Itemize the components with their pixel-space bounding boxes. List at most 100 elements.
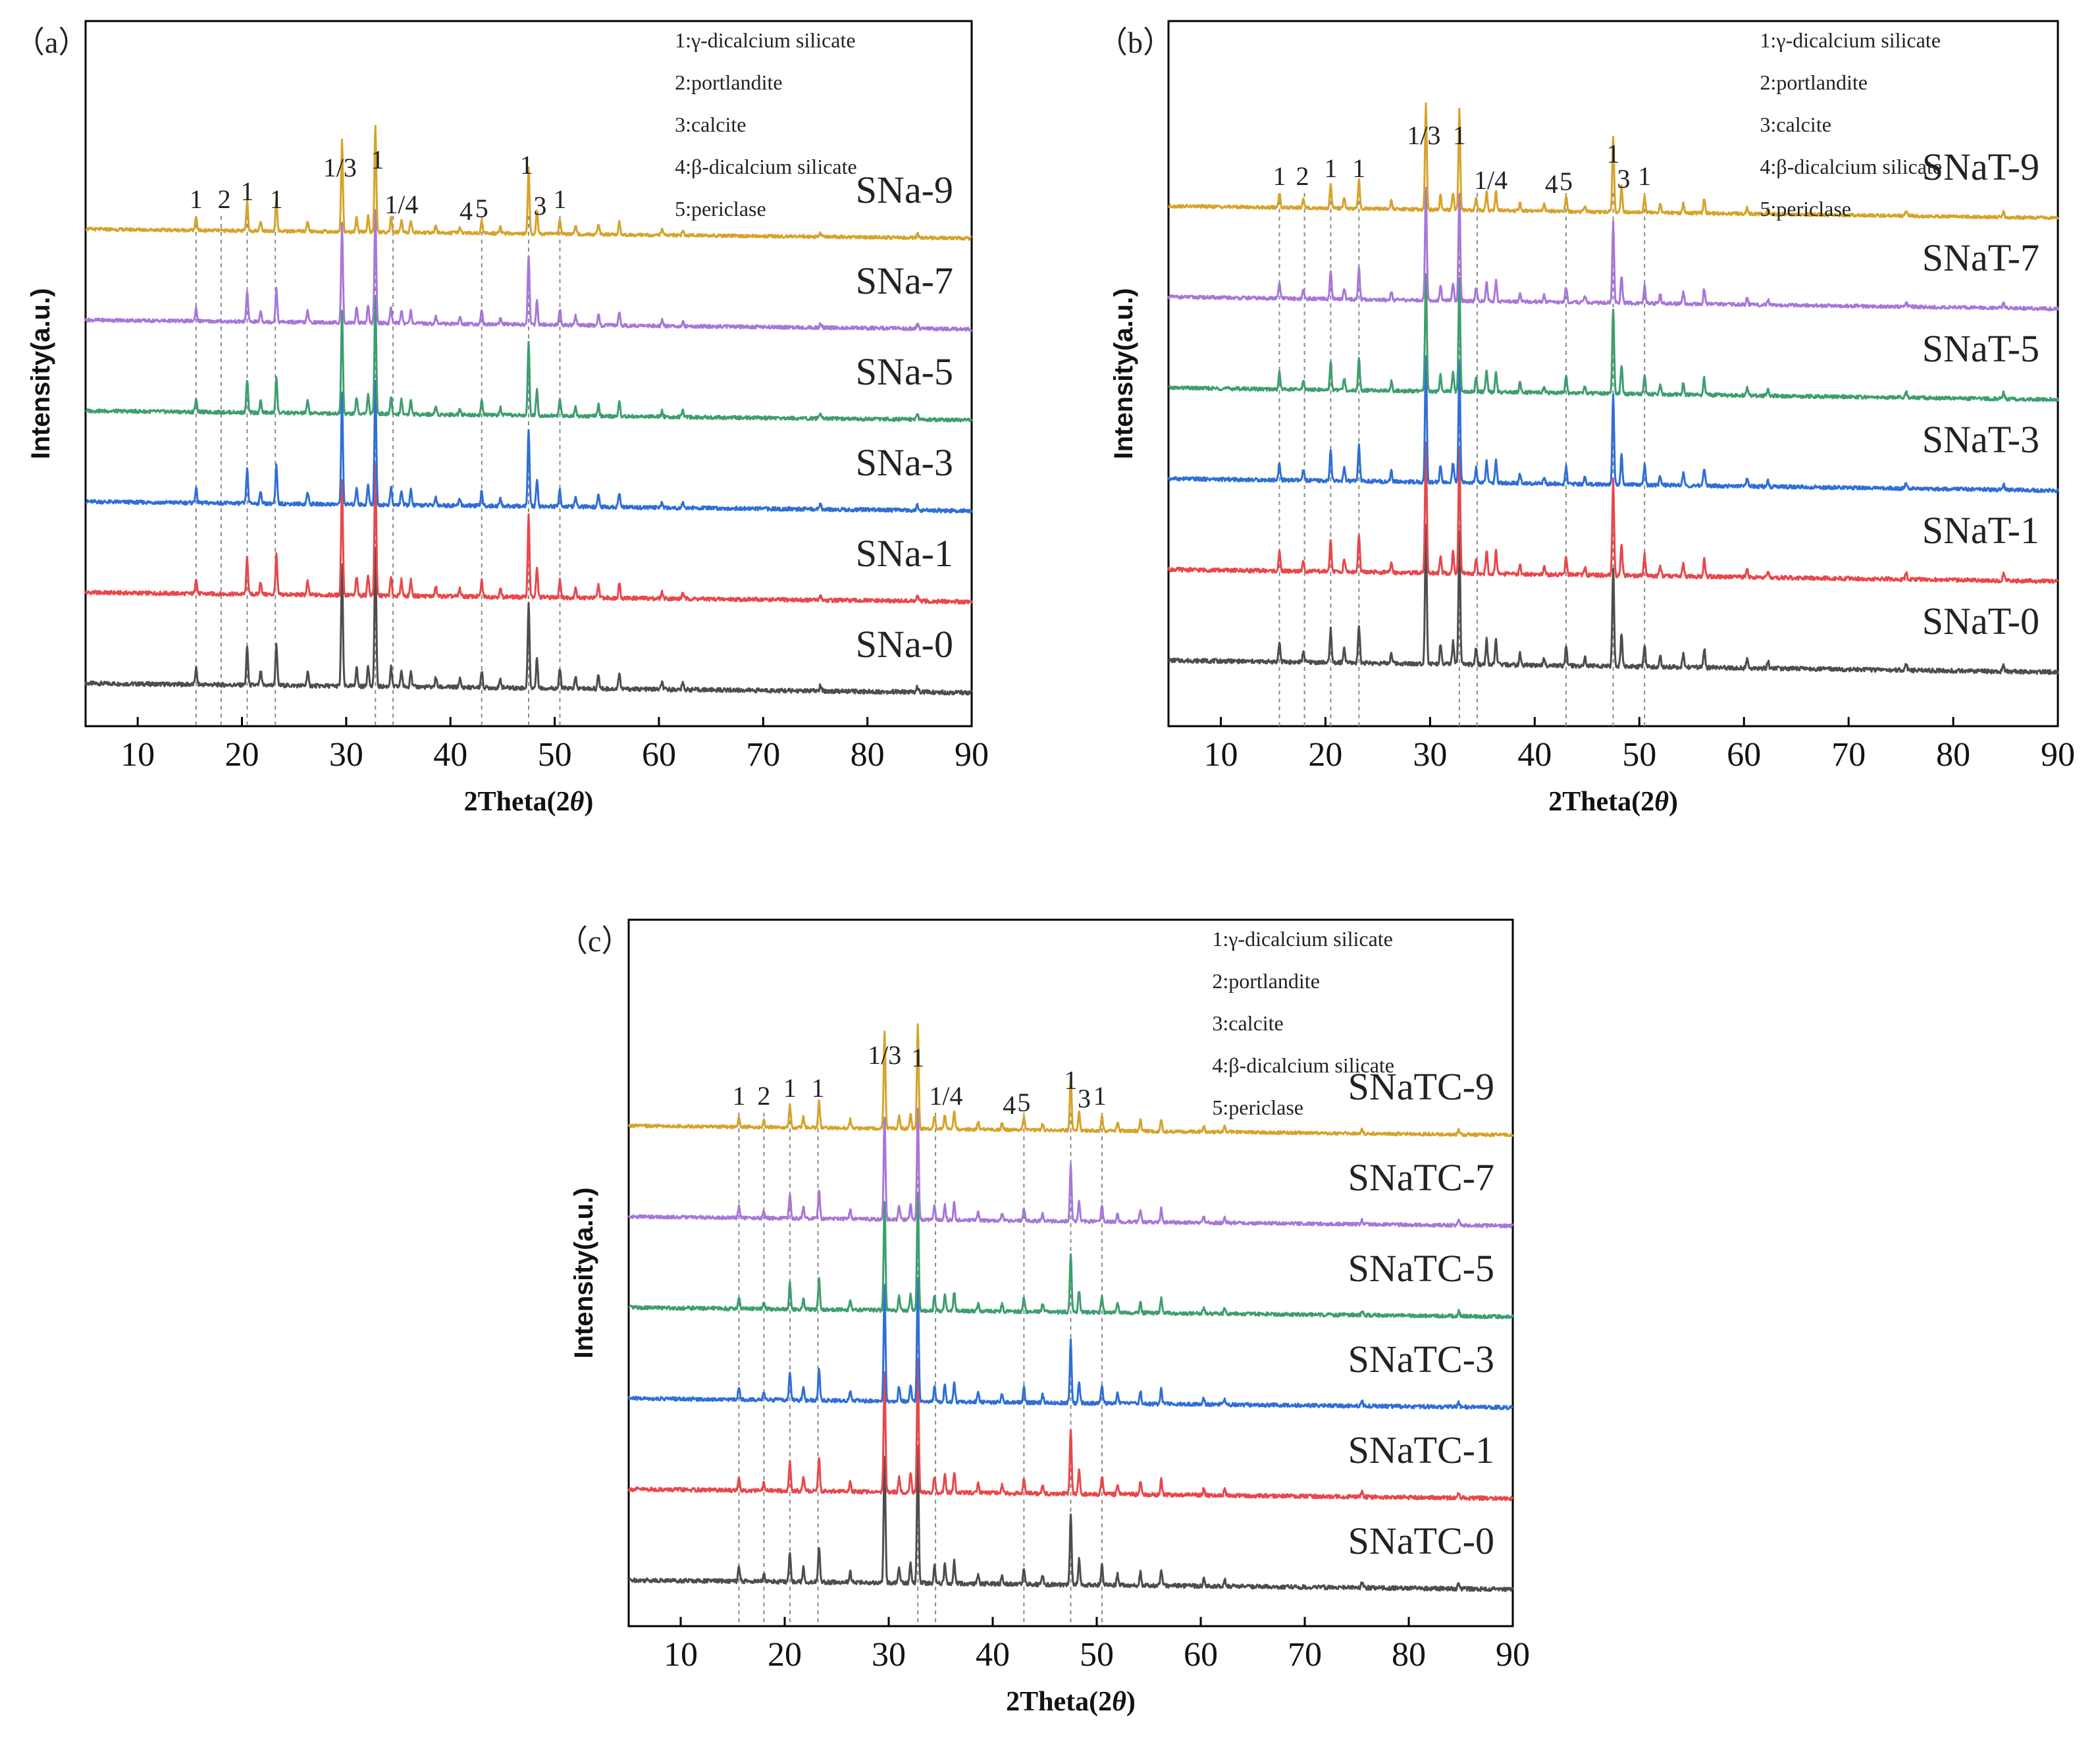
series-line-sna-7	[84, 209, 973, 332]
x-tick-label: 80	[851, 736, 885, 774]
legend-item: 1:γ-dicalcium silicate	[1760, 28, 1940, 52]
x-axis-title-suffix: )	[584, 787, 593, 817]
peak-label: 4	[459, 196, 473, 226]
x-tick-label: 60	[642, 736, 676, 774]
peak-label: 1	[812, 1073, 825, 1103]
x-tick-label: 70	[1288, 1636, 1322, 1674]
peak-label: 1/4	[1474, 165, 1508, 195]
legend-item: 2:portlandite	[1212, 969, 1320, 993]
series-line-sna-1	[84, 463, 973, 605]
x-axis-title-prefix: 2Theta(2	[1548, 787, 1654, 817]
x-axis-title-prefix: 2Theta(2	[464, 787, 570, 817]
x-tick-label: 80	[1936, 736, 1970, 774]
peak-label: 1	[1638, 161, 1651, 191]
panel-label: （b）	[1097, 26, 1173, 59]
series-line-sna-3	[85, 379, 973, 514]
peak-label: 5	[1560, 167, 1573, 196]
x-tick-label: 50	[1622, 736, 1656, 774]
series-label: SNa-0	[856, 623, 953, 666]
series-label: SNa-9	[856, 169, 953, 211]
peak-label: 1	[1607, 139, 1620, 169]
x-tick-label: 40	[433, 736, 467, 774]
legend-item: 4:β-dicalcium silicate	[1212, 1053, 1394, 1077]
series-line-snat-7	[1167, 186, 2059, 311]
x-axis-title: 2Theta(2θ)	[464, 787, 594, 817]
legend-item: 5:periclase	[675, 197, 766, 221]
x-axis-title-prefix: 2Theta(2	[1006, 1687, 1112, 1717]
series-label: SNa-7	[856, 259, 953, 302]
x-tick-label: 70	[1831, 736, 1866, 774]
x-tick-label: 20	[225, 736, 259, 774]
legend-item: 3:calcite	[675, 113, 746, 136]
peak-label: 1/3	[323, 153, 357, 182]
legend-item: 5:periclase	[1212, 1096, 1303, 1119]
series-label: SNaTC-9	[1348, 1065, 1494, 1108]
x-tick-label: 50	[538, 736, 572, 774]
panel-label: （c）	[558, 924, 631, 958]
peak-label: 1/3	[868, 1040, 901, 1070]
peak-label: 1	[1093, 1081, 1107, 1111]
peak-label: 1	[520, 150, 533, 180]
x-tick-label: 10	[120, 736, 155, 774]
series-label: SNa-5	[856, 350, 953, 393]
x-tick-label: 30	[329, 736, 363, 774]
series-label: SNaT-3	[1922, 418, 2039, 461]
x-tick-label: 20	[768, 1636, 802, 1674]
series-line-sna-0	[84, 546, 973, 696]
peak-label: 1	[1324, 153, 1337, 183]
x-tick-label: 10	[1203, 736, 1238, 774]
series-label: SNaT-9	[1922, 145, 2039, 188]
peak-label: 1	[911, 1043, 924, 1072]
peak-label: 3	[533, 191, 546, 221]
peak-label: 2	[1296, 161, 1309, 191]
x-tick-label: 60	[1727, 736, 1761, 774]
x-tick-label: 60	[1184, 1636, 1218, 1674]
peak-label: 1	[371, 145, 384, 174]
series-label: SNaTC-3	[1348, 1338, 1494, 1381]
series-label: SNaTC-1	[1348, 1429, 1494, 1471]
series-line-snatc-1	[627, 1360, 1514, 1502]
x-tick-label: 30	[1413, 736, 1447, 774]
panel-c: SNaTC-0 SNaTC-1 SNaTC-3 SNaTC-5 SNaTC-7 SNaTC…	[558, 918, 1530, 1717]
series-line-snatc-0	[628, 1445, 1514, 1593]
legend-item: 4:β-dicalcium silicate	[675, 155, 857, 178]
peak-label: 1	[732, 1081, 745, 1111]
peak-label: 5	[475, 194, 488, 223]
series-line-sna-5	[84, 295, 973, 423]
x-axis-title-suffix: )	[1669, 787, 1678, 817]
peak-label: 1	[1273, 161, 1286, 191]
peak-label: 5	[1017, 1088, 1030, 1117]
peak-label: 4	[1003, 1090, 1016, 1120]
peak-label: 1/4	[384, 190, 418, 219]
y-axis-title: Intensity(a.u.)	[1109, 288, 1138, 459]
series-line-snat-5	[1168, 273, 2059, 402]
peak-label: 1/4	[929, 1081, 962, 1111]
series-label: SNaTC-0	[1348, 1519, 1494, 1562]
x-tick-label: 10	[664, 1636, 698, 1674]
x-tick-label: 80	[1392, 1636, 1426, 1674]
x-axis-title-theta: θ	[1112, 1687, 1126, 1717]
peak-label: 1	[190, 184, 203, 214]
legend-item: 3:calcite	[1212, 1011, 1283, 1035]
legend-item: 2:portlandite	[675, 70, 783, 94]
series-line-snat-1	[1167, 441, 2059, 584]
x-axis-title: 2Theta(2θ)	[1548, 787, 1678, 817]
y-axis-title: Intensity(a.u.)	[26, 288, 55, 459]
x-axis-title-theta: θ	[1654, 787, 1669, 817]
legend-item: 1:γ-dicalcium silicate	[1212, 927, 1392, 951]
peak-label: 1/3	[1407, 120, 1440, 150]
x-tick-label: 90	[1496, 1636, 1530, 1674]
plot-frame	[84, 20, 973, 727]
x-tick-label: 40	[1517, 736, 1552, 774]
series-line-snat-9	[1167, 102, 2059, 221]
legend-item: 2:portlandite	[1760, 70, 1868, 94]
series-label: SNaT-1	[1922, 509, 2039, 552]
x-axis-title-theta: θ	[570, 787, 585, 817]
series-label: SNaT-0	[1922, 600, 2039, 643]
series-line-snatc-7	[627, 1107, 1514, 1229]
series-line-snatc-5	[628, 1192, 1514, 1319]
series-line-snat-0	[1168, 523, 2059, 675]
series-line-snatc-9	[627, 1023, 1514, 1138]
